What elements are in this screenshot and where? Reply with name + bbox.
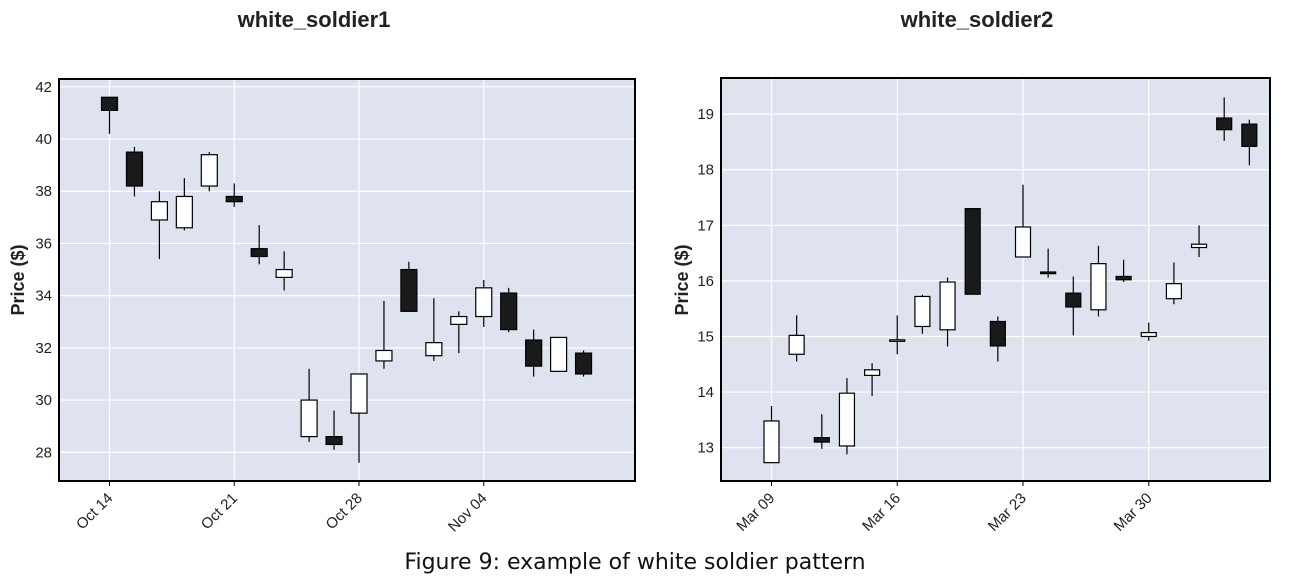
y-tick-label: 42 — [35, 79, 52, 96]
candle-body-up — [200, 154, 218, 187]
candle-body-up — [300, 399, 318, 438]
y-tick-label: 38 — [35, 183, 52, 200]
candle-body-up — [914, 295, 931, 328]
candle-body-down — [325, 436, 343, 446]
candle-body-down — [964, 208, 981, 295]
x-tick-label: Oct 28 — [323, 490, 366, 533]
candle-body-down — [1065, 292, 1082, 308]
y-tick-label: 40 — [35, 131, 52, 148]
candle-body-up — [175, 195, 193, 229]
x-tick-label: Mar 23 — [985, 490, 1030, 535]
candle-body-up — [450, 315, 468, 325]
y-axis-label: Price ($) — [8, 244, 28, 315]
candle-body-down — [1241, 123, 1258, 147]
candle-body-up — [1140, 331, 1157, 338]
y-tick-label: 32 — [35, 340, 52, 357]
candle-body-down — [500, 292, 518, 331]
y-tick-label: 14 — [697, 384, 714, 401]
candle-body-down — [400, 268, 418, 312]
candle-body-down — [574, 352, 593, 375]
y-axis-label: Price ($) — [672, 244, 692, 315]
candles — [100, 96, 593, 463]
x-tick-labels: Oct 14 Oct 21 Oct 28 Nov 04 — [73, 490, 491, 536]
candle-body-down — [1115, 275, 1132, 281]
candle-body-up — [1165, 283, 1183, 300]
candle-body-down — [100, 96, 119, 111]
candle-body-up — [350, 373, 368, 414]
y-tick-label: 13 — [697, 440, 714, 457]
y-tick-label: 28 — [35, 444, 52, 461]
candle-body-up — [1190, 243, 1208, 249]
candle-body-up — [863, 369, 881, 376]
candle-body-up — [889, 339, 906, 342]
x-tick-label: Mar 09 — [733, 490, 778, 535]
x-tick-label: Mar 16 — [859, 490, 904, 535]
y-tick-label: 34 — [35, 288, 52, 305]
chart-title: white_soldier2 — [900, 7, 1054, 32]
candle-body-down — [813, 437, 830, 443]
candle-body-up — [375, 349, 393, 362]
candle-body-down — [250, 248, 268, 258]
candle-body-down — [1216, 117, 1233, 131]
plot-area-background — [721, 78, 1270, 481]
y-tick-label: 19 — [697, 106, 714, 123]
candle-body-down — [525, 339, 543, 367]
y-tick-label: 15 — [697, 328, 714, 345]
x-tick-label: Nov 04 — [445, 490, 491, 536]
y-tick-labels: 13 14 15 16 17 18 19 — [697, 106, 714, 457]
candle-body-up — [150, 201, 168, 221]
y-tick-label: 17 — [697, 217, 714, 234]
y-tick-label: 18 — [697, 162, 714, 179]
y-tick-labels: 28 30 32 34 36 38 40 42 — [35, 79, 52, 461]
x-tick-label: Oct 14 — [73, 490, 116, 533]
chart-title: white_soldier1 — [237, 7, 391, 32]
x-tick-label: Oct 21 — [198, 490, 241, 533]
candle-body-down — [989, 320, 1006, 347]
candle-body-up — [1014, 226, 1032, 258]
plot-area-frame — [58, 78, 636, 482]
candle-body-down — [1040, 271, 1057, 275]
y-tick-label: 36 — [35, 235, 52, 252]
figure-caption: Figure 9: example of white soldier patte… — [404, 550, 866, 575]
candle-body-down — [125, 151, 144, 187]
y-tick-label: 30 — [35, 392, 52, 409]
candle-body-up — [475, 287, 493, 318]
candle-body-down — [225, 195, 243, 203]
candle-body-up — [763, 420, 780, 464]
plot-area-background — [59, 79, 635, 481]
x-tick-labels: Mar 09 Mar 16 Mar 23 Mar 30 — [733, 490, 1155, 535]
candle-body-up — [1090, 263, 1107, 311]
candle-body-up — [939, 281, 956, 331]
candle-body-up — [425, 342, 443, 357]
plot-area-frame — [720, 77, 1271, 482]
candle-body-up — [549, 336, 568, 372]
candle-body-up — [788, 334, 805, 355]
y-tick-label: 16 — [697, 273, 714, 290]
x-tick-label: Mar 30 — [1111, 490, 1156, 535]
candle-body-up — [838, 392, 856, 447]
candles — [763, 97, 1258, 464]
candle-body-up — [275, 268, 293, 278]
